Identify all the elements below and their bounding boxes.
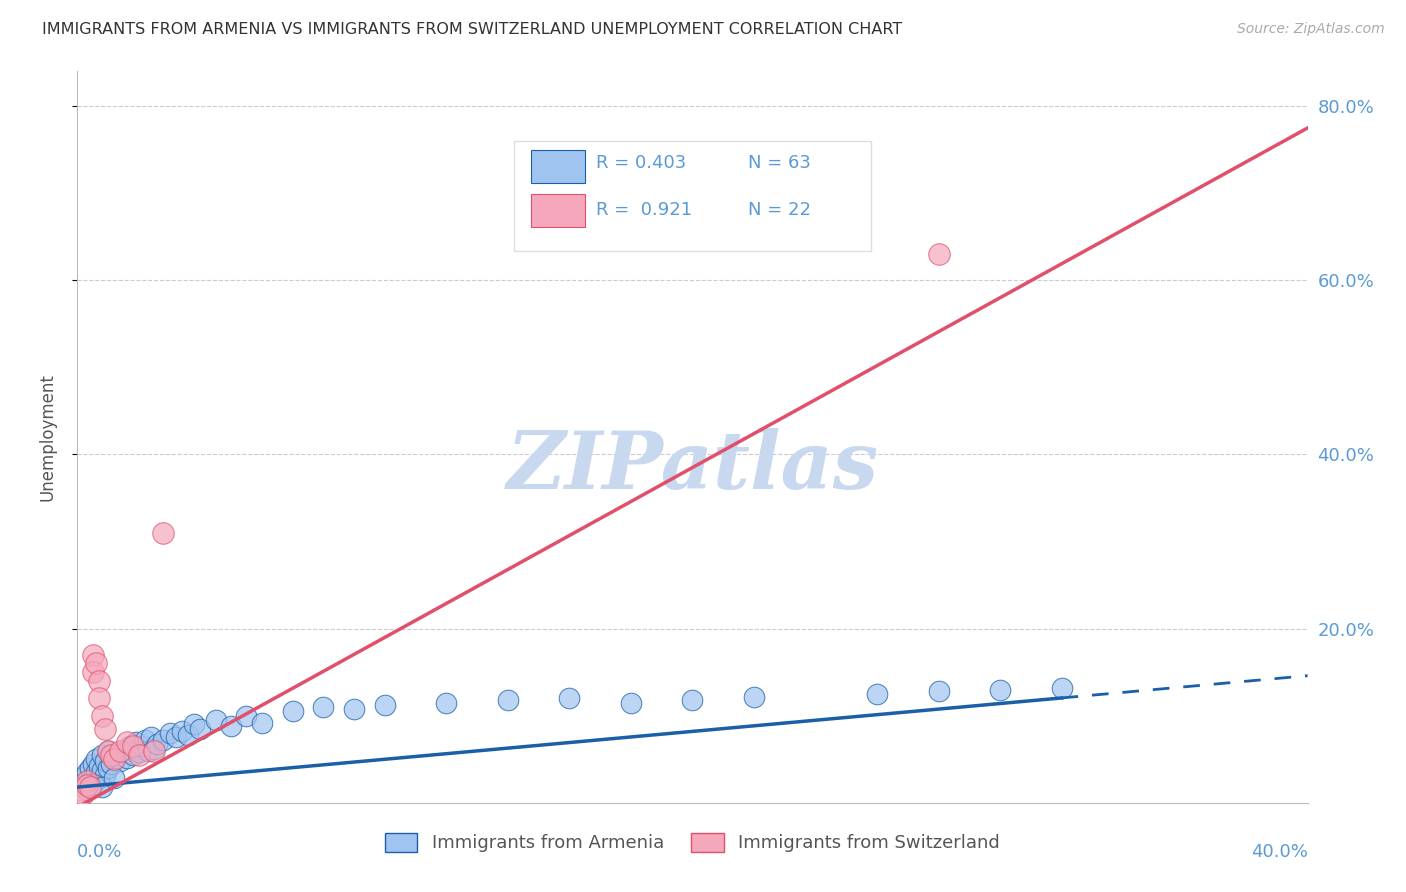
- Text: N = 63: N = 63: [748, 154, 811, 172]
- Point: [79, 780, 101, 794]
- Point: [110, 743, 132, 757]
- Point: [682, 693, 704, 707]
- Point: [90, 763, 114, 777]
- Point: [128, 745, 150, 759]
- Point: [146, 737, 169, 751]
- Point: [84, 657, 107, 671]
- Point: [87, 772, 110, 786]
- Point: [125, 735, 148, 749]
- Point: [183, 717, 205, 731]
- Point: [219, 719, 242, 733]
- Point: [97, 761, 120, 775]
- Point: [94, 722, 117, 736]
- FancyBboxPatch shape: [531, 150, 585, 183]
- Point: [82, 770, 104, 784]
- Point: [97, 743, 120, 757]
- Point: [620, 696, 643, 710]
- Legend: Immigrants from Armenia, Immigrants from Switzerland: Immigrants from Armenia, Immigrants from…: [378, 826, 1007, 860]
- Point: [84, 765, 107, 780]
- Text: Source: ZipAtlas.com: Source: ZipAtlas.com: [1237, 22, 1385, 37]
- Point: [82, 665, 104, 680]
- Point: [87, 759, 110, 773]
- Point: [134, 733, 156, 747]
- Point: [988, 682, 1011, 697]
- Text: 0.0%: 0.0%: [77, 843, 122, 861]
- Point: [103, 752, 125, 766]
- Text: 40.0%: 40.0%: [1251, 843, 1308, 861]
- Point: [928, 247, 950, 261]
- Point: [100, 756, 122, 771]
- Point: [69, 782, 91, 797]
- Point: [170, 724, 193, 739]
- Point: [97, 743, 120, 757]
- Point: [82, 648, 104, 662]
- Point: [152, 525, 174, 540]
- Point: [128, 747, 150, 762]
- Point: [204, 713, 226, 727]
- Text: R = 0.403: R = 0.403: [596, 154, 686, 172]
- Point: [100, 747, 122, 762]
- Point: [281, 705, 304, 719]
- Point: [121, 747, 143, 762]
- Point: [928, 684, 950, 698]
- Point: [76, 782, 98, 797]
- Point: [103, 752, 125, 766]
- Point: [72, 770, 94, 784]
- Point: [312, 700, 335, 714]
- Point: [103, 772, 125, 786]
- Point: [374, 698, 396, 713]
- Point: [235, 708, 257, 723]
- Point: [94, 768, 117, 782]
- Point: [436, 696, 458, 710]
- Text: ZIPatlas: ZIPatlas: [506, 427, 879, 505]
- Point: [165, 731, 187, 745]
- Point: [105, 747, 128, 762]
- Point: [115, 750, 138, 764]
- Point: [343, 702, 366, 716]
- FancyBboxPatch shape: [531, 194, 585, 227]
- Point: [110, 754, 132, 768]
- Point: [82, 756, 104, 771]
- Point: [79, 761, 101, 775]
- Point: [76, 765, 98, 780]
- Point: [121, 739, 143, 754]
- Point: [141, 731, 163, 745]
- Point: [90, 780, 114, 794]
- Text: IMMIGRANTS FROM ARMENIA VS IMMIGRANTS FROM SWITZERLAND UNEMPLOYMENT CORRELATION : IMMIGRANTS FROM ARMENIA VS IMMIGRANTS FR…: [42, 22, 903, 37]
- Point: [94, 754, 117, 768]
- Point: [76, 774, 98, 789]
- Point: [82, 777, 104, 791]
- Point: [112, 743, 135, 757]
- Point: [79, 774, 101, 789]
- Point: [87, 691, 110, 706]
- Point: [177, 728, 200, 742]
- Point: [1050, 681, 1073, 695]
- Text: R =  0.921: R = 0.921: [596, 201, 693, 219]
- Y-axis label: Unemployment: Unemployment: [38, 373, 56, 501]
- Point: [87, 673, 110, 688]
- Point: [131, 739, 153, 754]
- Point: [115, 735, 138, 749]
- Point: [69, 774, 91, 789]
- FancyBboxPatch shape: [515, 141, 870, 251]
- Point: [188, 722, 212, 736]
- Point: [76, 778, 98, 792]
- Point: [250, 715, 273, 730]
- Point: [143, 741, 166, 756]
- Point: [496, 693, 519, 707]
- Point: [866, 687, 889, 701]
- Point: [76, 778, 98, 792]
- Point: [90, 747, 114, 762]
- Point: [118, 739, 141, 754]
- Point: [152, 733, 174, 747]
- Point: [84, 752, 107, 766]
- Text: N = 22: N = 22: [748, 201, 811, 219]
- Point: [159, 726, 181, 740]
- Point: [90, 708, 114, 723]
- Point: [136, 743, 159, 757]
- Point: [742, 690, 765, 704]
- Point: [72, 787, 94, 801]
- Point: [558, 691, 581, 706]
- Point: [143, 743, 166, 757]
